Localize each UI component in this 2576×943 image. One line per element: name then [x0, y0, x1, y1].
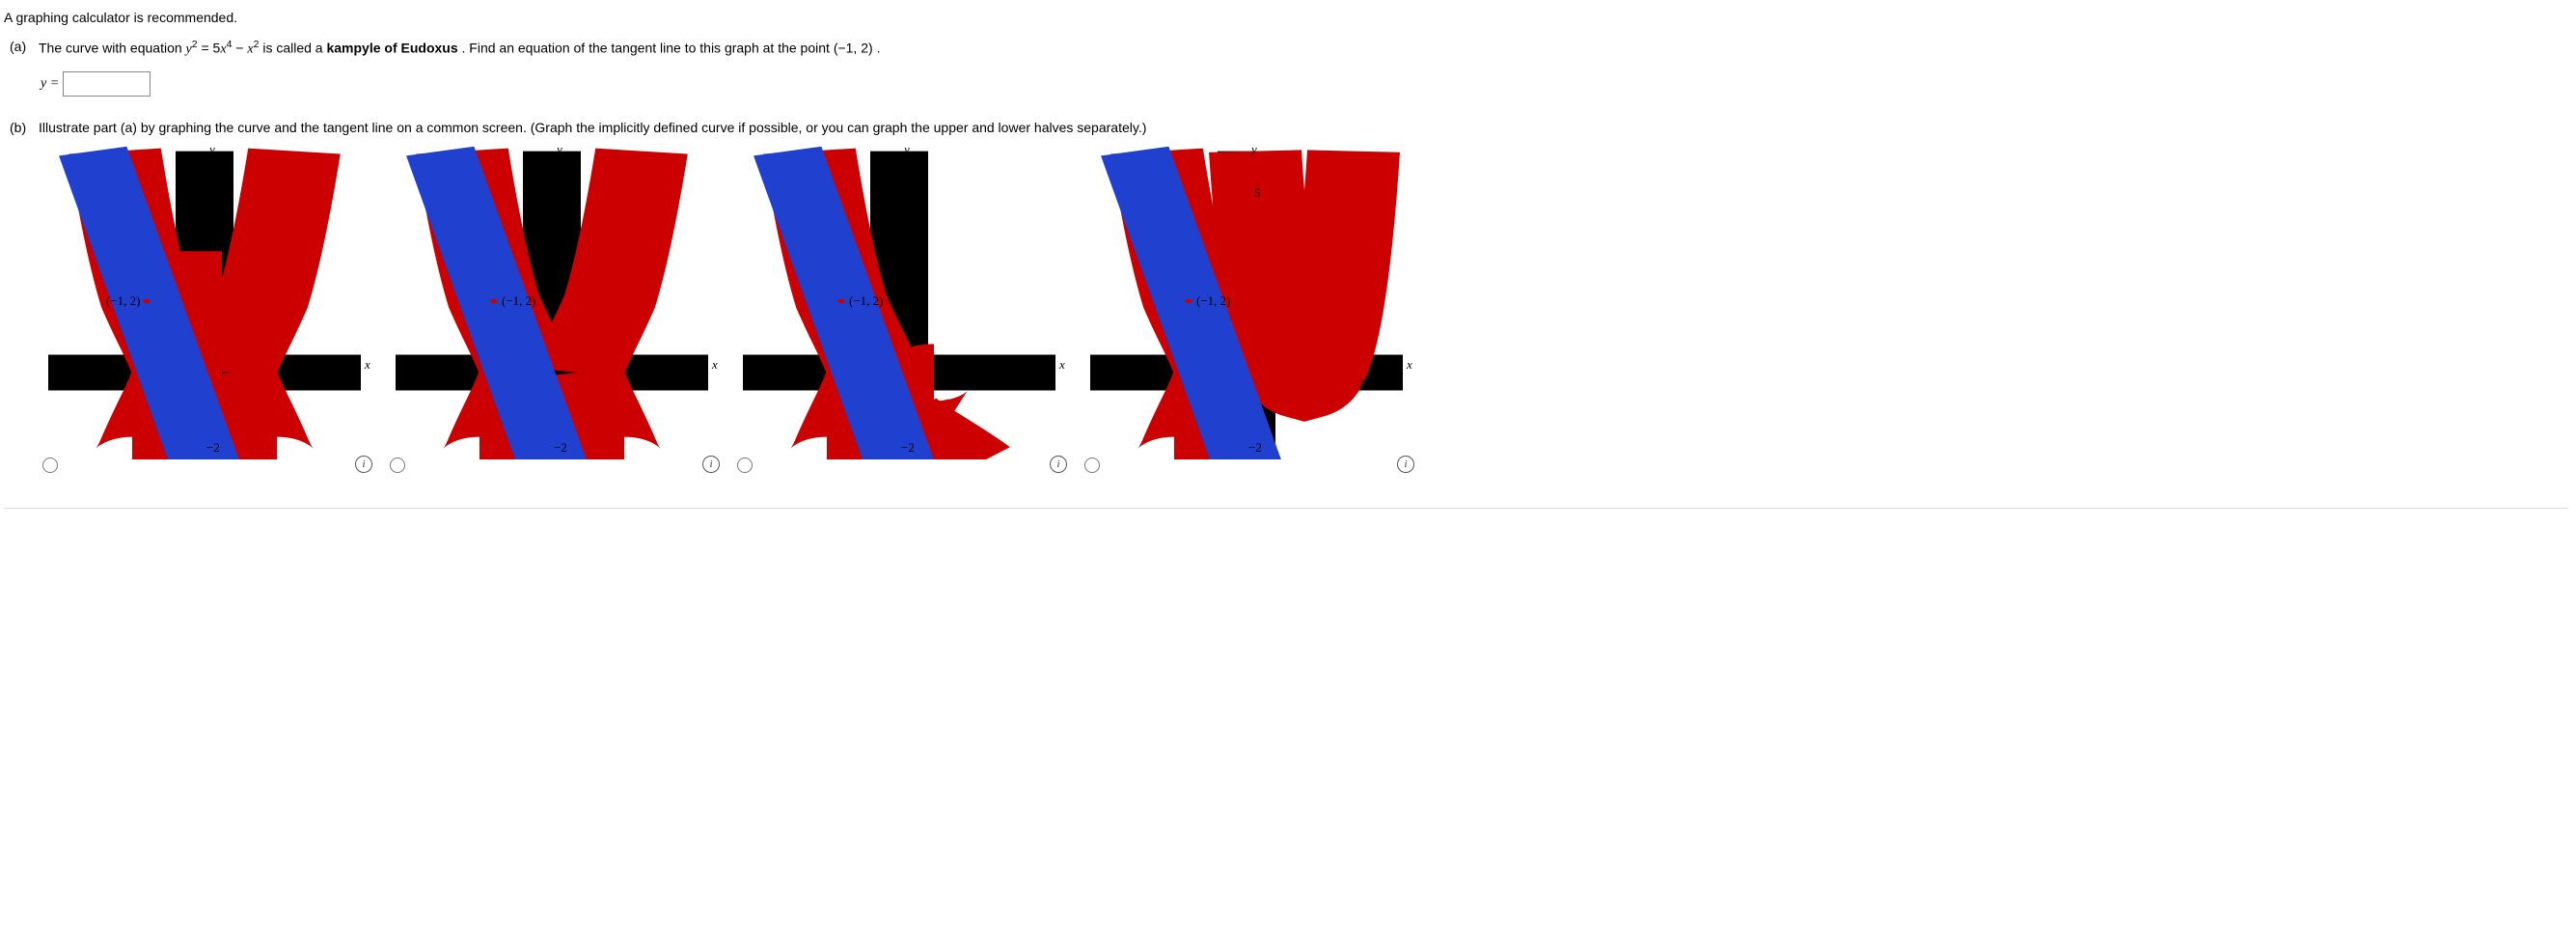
svg-text:5: 5 [560, 185, 566, 200]
eq-y-exp: 2 [192, 39, 198, 50]
graph-options-row: y 5 x 2 −2 −2 (−1, 2) i [31, 141, 2568, 479]
part-a-point: (−1, 2) [834, 41, 873, 56]
graph-option-2-info-icon[interactable]: i [702, 456, 720, 473]
part-a-label: (a) [4, 39, 39, 54]
svg-text:x: x [711, 357, 718, 372]
graph-3-point-label: (−1, 2) [849, 293, 884, 308]
graph-option-3[interactable]: y 5 x 2 −2 −2 (−1, 2) i [726, 141, 1073, 479]
eq-x1-exp: 4 [227, 39, 233, 50]
answer-input[interactable] [63, 71, 151, 97]
part-a-body: The curve with equation y2 = 5x4 − x2 is… [39, 39, 2568, 58]
graph-4-svg: y 5 x 2 −2 −2 (−1, 2) [1073, 141, 1420, 459]
svg-text:−2: −2 [901, 440, 915, 455]
part-a-post3: . [877, 41, 881, 56]
eq-mid: = 5 [201, 41, 220, 56]
graph-option-4[interactable]: y 5 x 2 −2 −2 (−1, 2) i [1073, 141, 1420, 479]
svg-text:5: 5 [907, 185, 914, 200]
part-a-pre: The curve with equation [39, 41, 186, 56]
part-b-body: Illustrate part (a) by graphing the curv… [39, 120, 2568, 135]
svg-text:−2: −2 [774, 376, 787, 391]
svg-text:2: 2 [1011, 376, 1018, 391]
part-a: (a) The curve with equation y2 = 5x4 − x… [4, 39, 2568, 97]
graph-option-2[interactable]: y 5 x 2 −2 −2 (−1, 2) i [378, 141, 726, 479]
kampyle-name: kampyle of Eudoxus [326, 41, 457, 56]
graph-2-point-label: (−1, 2) [502, 293, 536, 308]
svg-text:−2: −2 [206, 440, 220, 455]
graph-1-svg: y 5 x 2 −2 −2 (−1, 2) [31, 141, 378, 459]
svg-text:−2: −2 [1121, 376, 1135, 391]
graph-option-4-info-icon[interactable]: i [1397, 456, 1414, 473]
graph-3-svg: y 5 x 2 −2 −2 (−1, 2) [726, 141, 1073, 459]
svg-text:−2: −2 [79, 376, 93, 391]
graph-option-2-radio[interactable] [390, 458, 405, 473]
svg-text:x: x [1058, 357, 1065, 372]
svg-text:2: 2 [664, 376, 671, 391]
section-divider [4, 508, 2568, 509]
svg-text:−2: −2 [554, 440, 567, 455]
svg-text:−2: −2 [426, 376, 440, 391]
svg-text:5: 5 [1254, 185, 1261, 200]
svg-text:y: y [1249, 142, 1257, 156]
graph-2-svg: y 5 x 2 −2 −2 (−1, 2) [378, 141, 726, 459]
svg-text:y: y [555, 142, 562, 156]
svg-text:5: 5 [212, 185, 219, 200]
graph-option-3-info-icon[interactable]: i [1050, 456, 1067, 473]
svg-text:x: x [1406, 357, 1412, 372]
eq-x2-exp: 2 [254, 39, 260, 50]
graph-option-4-radio[interactable] [1084, 458, 1100, 473]
graph-option-1-radio[interactable] [42, 458, 58, 473]
answer-prefix: y = [41, 76, 59, 92]
part-a-post2: . Find an equation of the tangent line t… [462, 41, 834, 56]
answer-row: y = [41, 71, 2568, 97]
eq-minus: − [235, 41, 247, 56]
svg-text:y: y [207, 142, 215, 156]
svg-text:x: x [364, 357, 370, 372]
part-b: (b) Illustrate part (a) by graphing the … [4, 120, 2568, 479]
svg-text:2: 2 [316, 376, 323, 391]
graph-option-3-radio[interactable] [737, 458, 753, 473]
graph-option-1[interactable]: y 5 x 2 −2 −2 (−1, 2) i [31, 141, 378, 479]
part-b-label: (b) [4, 120, 39, 135]
svg-text:y: y [902, 142, 910, 156]
intro-text: A graphing calculator is recommended. [4, 10, 2568, 25]
part-a-post1: is called a [262, 41, 326, 56]
svg-text:2: 2 [1358, 376, 1365, 391]
graph-4-point-label: (−1, 2) [1196, 293, 1231, 308]
graph-1-point-label: (−1, 2) [106, 293, 141, 308]
svg-text:−2: −2 [1248, 440, 1262, 455]
graph-option-1-info-icon[interactable]: i [355, 456, 372, 473]
